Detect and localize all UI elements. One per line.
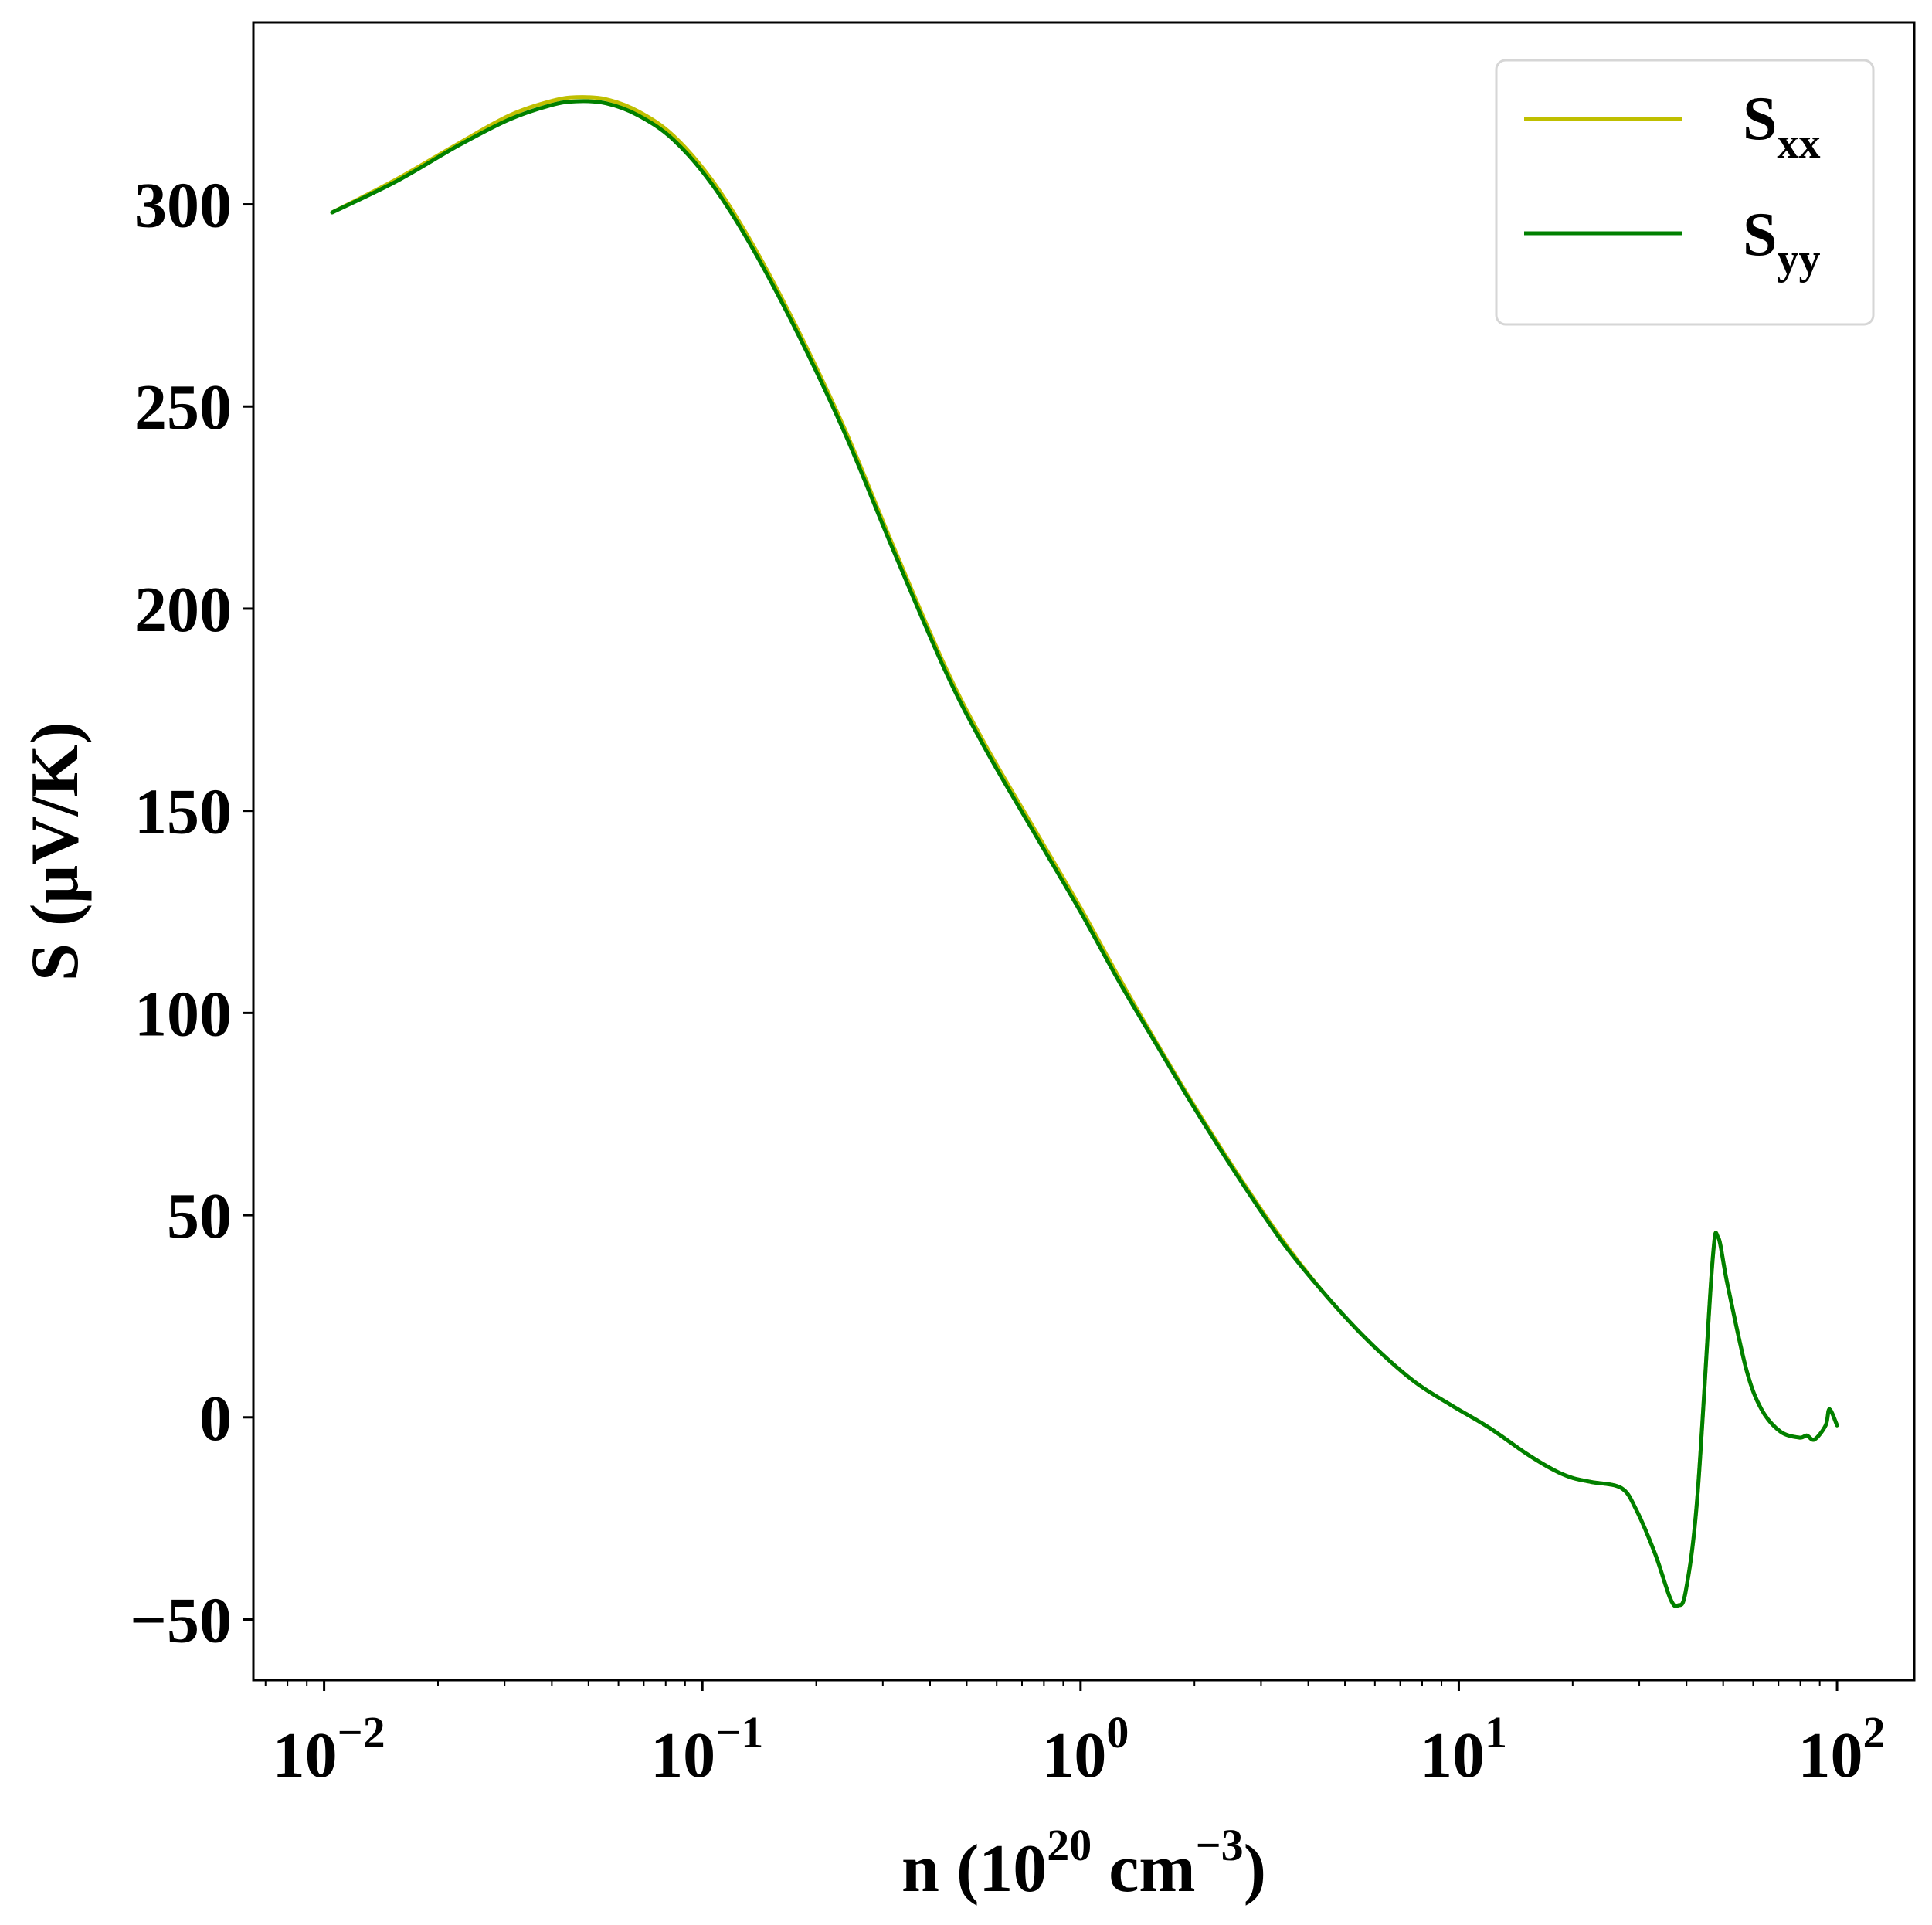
x-tick-label-exp: 1 xyxy=(1485,1707,1507,1757)
x-tick-label: 10−1 xyxy=(650,1707,763,1791)
legend-label-sxx: Sxx xyxy=(1743,85,1821,168)
series-line-1 xyxy=(330,99,1839,1608)
x-axis-label-mid: cm xyxy=(1092,1832,1195,1906)
y-tick-label: 50 xyxy=(167,1180,232,1252)
x-tick-label: 100 xyxy=(1041,1707,1129,1791)
x-tick-label-base: 10 xyxy=(1420,1720,1485,1791)
legend-label-syy: Syy xyxy=(1743,201,1821,283)
legend: Sxx Syy xyxy=(1495,59,1875,326)
plot-frame xyxy=(252,21,1916,1682)
y-tick-label: 250 xyxy=(134,372,232,443)
x-axis-label: n (1020 cm−3) xyxy=(901,1820,1266,1906)
x-tick-label-exp: 2 xyxy=(1863,1707,1886,1757)
legend-label-syy-sub: yy xyxy=(1778,236,1821,283)
x-tick-label-base: 10 xyxy=(650,1720,715,1791)
x-axis-label-exp2: −3 xyxy=(1196,1820,1244,1870)
y-tick-label: 0 xyxy=(199,1383,232,1455)
x-tick-label-exp: −2 xyxy=(338,1707,385,1757)
x-tick-label: 10−2 xyxy=(273,1707,385,1791)
legend-label-sxx-base: S xyxy=(1743,85,1778,153)
y-tick-label: 200 xyxy=(134,574,232,646)
x-axis-label-base: n (10 xyxy=(901,1832,1047,1906)
x-axis-label-exp1: 20 xyxy=(1047,1820,1092,1870)
y-axis-label: S (μV/K) xyxy=(18,721,93,981)
x-tick-label-base: 10 xyxy=(1041,1720,1106,1791)
y-tick-label: −50 xyxy=(130,1584,232,1656)
legend-label-sxx-sub: xx xyxy=(1778,120,1821,168)
x-axis-label-end: ) xyxy=(1244,1832,1266,1906)
y-tick-label: 150 xyxy=(134,776,232,848)
legend-box xyxy=(1495,59,1875,326)
y-tick-label: 300 xyxy=(134,170,232,242)
x-tick-label: 102 xyxy=(1798,1707,1886,1791)
legend-label-syy-base: S xyxy=(1743,201,1778,269)
y-tick-label: 100 xyxy=(134,978,232,1050)
x-tick-label-exp: −1 xyxy=(715,1707,763,1757)
x-tick-label-base: 10 xyxy=(273,1720,338,1791)
x-tick-label-base: 10 xyxy=(1798,1720,1863,1791)
x-tick-label: 101 xyxy=(1420,1707,1507,1791)
x-tick-label-exp: 0 xyxy=(1106,1707,1129,1757)
series-layer xyxy=(330,95,1839,1608)
